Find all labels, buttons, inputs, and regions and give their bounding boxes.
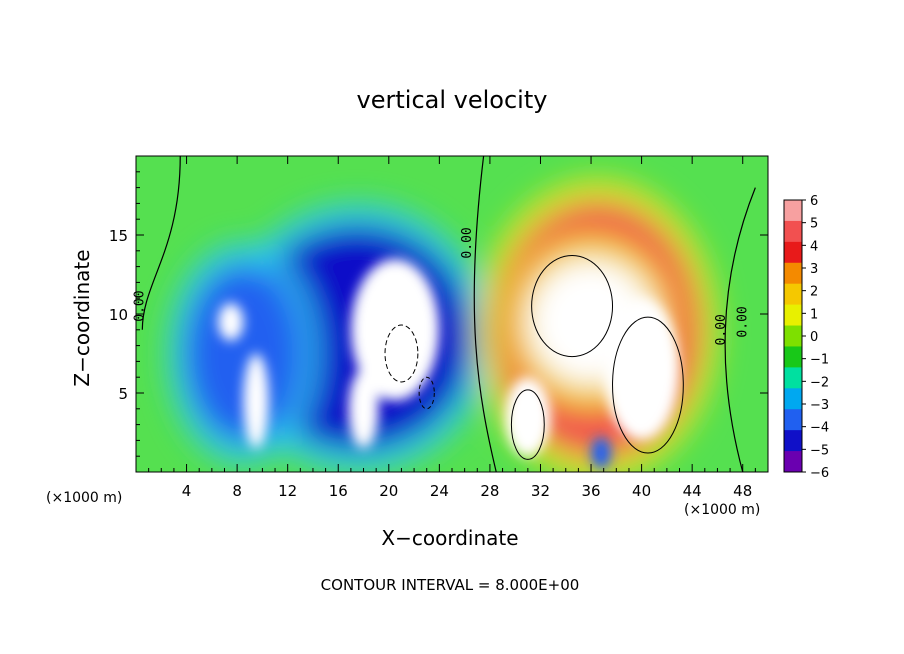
y-tick-label: 5 [118, 385, 128, 403]
x-tick-label: 12 [278, 482, 297, 500]
updraft-region [603, 298, 680, 441]
contour-label: 0.00 [133, 290, 148, 321]
x-tick-label: 44 [683, 482, 702, 500]
colorbar-tick-label: 5 [810, 217, 818, 232]
y-axis: 5 10 15 [109, 171, 768, 457]
colorbar-swatch [784, 430, 802, 452]
y-axis-label: Z−coordinate [70, 249, 94, 387]
contour-label: 0.00 [736, 306, 751, 337]
colorbar-swatch [784, 283, 802, 306]
colorbar-swatch [784, 241, 802, 264]
chart-title: vertical velocity [356, 86, 548, 114]
x-tick-label: 48 [733, 482, 752, 500]
colorbar-tick-label: −4 [810, 421, 829, 436]
contour-label: 0.00 [714, 314, 729, 345]
colorbar-swatch [784, 346, 802, 368]
colorbar-tick-label: 3 [810, 262, 818, 277]
downdraft-region [348, 369, 379, 449]
colorbar-swatch [784, 367, 802, 389]
colorbar-tick-label: −5 [810, 443, 829, 458]
downdraft-region [186, 266, 301, 441]
zero-contour [141, 156, 181, 330]
x-tick-label: 8 [232, 482, 242, 500]
colorbar-tick-label: 1 [810, 307, 818, 322]
colorbar-tick-label: 6 [810, 194, 818, 209]
colorbar-swatch [784, 451, 802, 473]
contour-line [510, 389, 545, 460]
colorbar-tick-label: 4 [810, 239, 818, 254]
contour-label: 0.00 [460, 227, 475, 258]
x-tick-label: 28 [480, 482, 499, 500]
y-unit-label: (×1000 m) [46, 490, 123, 506]
colorbar-tick-label: 2 [810, 285, 818, 300]
colorbar-swatch [784, 409, 802, 431]
zero-contour [473, 156, 497, 472]
x-unit-label: (×1000 m) [684, 502, 761, 518]
x-tick-label: 20 [379, 482, 398, 500]
colorbar-swatch [784, 220, 802, 243]
downdraft-region [243, 353, 269, 449]
downdraft-region [591, 437, 612, 469]
colorbar-swatch [784, 388, 802, 410]
contour-line [531, 255, 614, 358]
contour-line [612, 316, 684, 454]
colorbar-tick-label: −3 [810, 398, 829, 413]
y-tick-label: 10 [109, 306, 128, 324]
x-tick-label: 40 [632, 482, 651, 500]
colorbar-tick-label: −1 [810, 353, 829, 368]
x-tick-label: 16 [329, 482, 348, 500]
x-axis: 4 8 12 16 20 24 28 32 36 40 44 48 [148, 156, 756, 500]
downdraft-region [350, 258, 440, 401]
contour-labels: 0.00 0.00 0.00 0.00 [133, 227, 751, 345]
colorbar-swatch [784, 304, 802, 327]
updraft-region [505, 377, 551, 457]
colorbar-tick-label: −6 [810, 466, 829, 481]
velocity-field [136, 156, 768, 472]
colorbar-swatch [784, 262, 802, 285]
x-axis-label: X−coordinate [381, 526, 519, 550]
contour-line-negative [384, 324, 419, 383]
contour-interval-note: CONTOUR INTERVAL = 8.000E+00 [320, 576, 580, 594]
y-tick-label: 15 [109, 227, 128, 245]
x-tick-label: 32 [531, 482, 550, 500]
colorbar-tick-label: −2 [810, 375, 829, 390]
zero-contour [724, 187, 756, 472]
x-tick-label: 4 [182, 482, 192, 500]
contour-line-negative [418, 376, 435, 410]
colorbar-tick-label: 0 [810, 330, 818, 345]
colorbar-swatch [784, 200, 802, 222]
colorbar: 6 5 4 3 2 1 0 −1 −2 −3 −4 −5 −6 [783, 194, 829, 481]
x-tick-label: 24 [430, 482, 449, 500]
colorbar-swatch [784, 325, 802, 347]
x-tick-label: 36 [581, 482, 600, 500]
downdraft-region [218, 302, 244, 341]
